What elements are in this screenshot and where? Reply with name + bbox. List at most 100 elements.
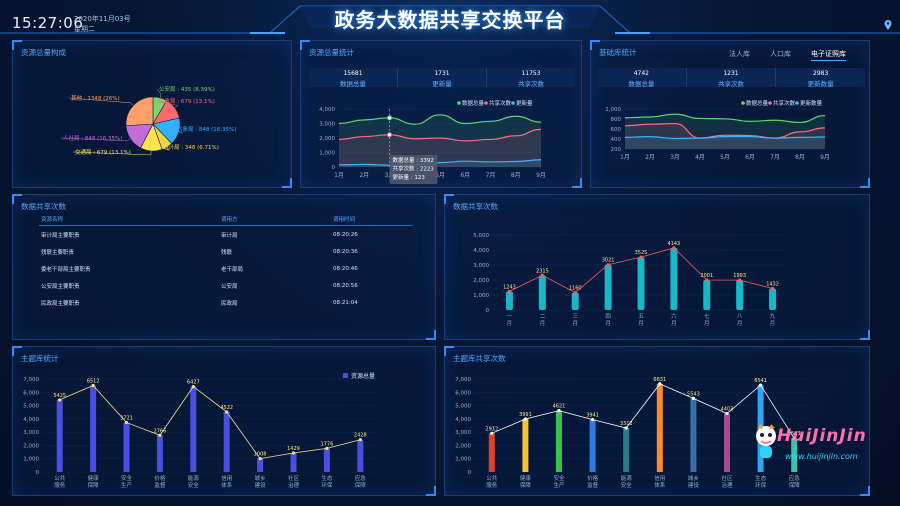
bar: [571, 292, 579, 310]
bar: [556, 410, 562, 472]
legend-marker: [768, 101, 772, 105]
table-row[interactable]: 残联主要职责 残联 08:20:36: [39, 243, 413, 260]
panel-title: 主题库统计: [21, 354, 59, 363]
pie-label: 其他 : 1348 (26%): [71, 94, 120, 102]
bar: [589, 419, 596, 472]
x-tick-label: 保障: [789, 481, 801, 489]
x-tick-label: 5月: [720, 154, 730, 161]
legend-label: 共享次数: [489, 99, 512, 107]
x-tick-label: 城乡: [688, 475, 699, 482]
bar: [703, 279, 711, 310]
bar-value-label: 6512: [87, 378, 100, 384]
y-tick-label: 4,000: [455, 417, 471, 423]
x-tick-label: 安全: [621, 481, 633, 489]
bar-value-label: 1243: [503, 284, 516, 290]
y-tick-label: 1,000: [605, 107, 621, 113]
trend-point: [591, 418, 595, 422]
pie-label: 统计局 : 348 (6.71%): [163, 143, 219, 151]
bar: [123, 422, 130, 472]
bar: [538, 275, 546, 310]
x-tick-label: 能源: [621, 474, 633, 482]
stat-update: 1731 更新量: [398, 68, 487, 88]
x-tick-label: 8月: [795, 154, 805, 161]
x-tick-label: 一: [507, 314, 513, 320]
series-area: [625, 114, 825, 149]
bar-value-label: 6541: [754, 378, 767, 384]
trend-point: [258, 457, 262, 461]
bar: [190, 386, 197, 472]
pie-chart: 公安局 : 435 (8.39%) 民政局 : 679 (13.1%) 气象局 : …: [60, 85, 236, 156]
pie-label: 气象局 : 848 (16.35%): [177, 125, 236, 133]
pie-leader-line: [174, 128, 183, 134]
x-tick-label: 3月: [670, 154, 680, 161]
bar-value-label: 3525: [635, 250, 648, 256]
bar: [156, 435, 163, 472]
stat-value: 15681: [343, 70, 363, 77]
legend-marker: [484, 101, 488, 105]
cell-resource: 公安局主要职责: [41, 283, 80, 290]
cell-resource: 审计局主要职责: [41, 232, 80, 239]
stat-total: 15681 数据总量: [309, 68, 398, 88]
bar-value-label: 2428: [354, 433, 367, 439]
page-title: 政务大数据共享交换平台: [334, 8, 566, 32]
panel-title: 数据共享次数: [453, 202, 498, 211]
x-tick-label: 信用: [654, 474, 665, 482]
x-tick-label: 生态: [755, 474, 767, 482]
tooltip-text: 数据总量 : 3392: [393, 156, 434, 164]
bar-value-label: 3941: [586, 413, 599, 419]
y-tick-label: 1,000: [319, 151, 335, 157]
trend-point: [770, 286, 775, 291]
tab-population[interactable]: 人口库: [770, 50, 791, 58]
x-tick-label: 月: [605, 320, 611, 327]
pie-label: 交通局 : 679 (13.1%): [75, 148, 131, 156]
table-header: 资源名称 调用方 调用时间: [39, 213, 413, 226]
x-tick-label: 信用: [221, 474, 232, 482]
y-tick-label: 1,000: [455, 457, 471, 463]
y-tick-label: 0: [332, 165, 336, 171]
watermark-url: www.huijinjin.com: [785, 452, 858, 461]
y-tick-label: 6,000: [455, 390, 471, 396]
x-tick-label: 保障: [355, 481, 367, 489]
tooltip-text: 更新量 : 123: [393, 173, 426, 181]
x-tick-label: 社区: [288, 474, 300, 482]
bar-value-label: 4143: [668, 241, 681, 247]
bar: [670, 247, 678, 310]
stat-share: 1231 共享次数: [686, 68, 777, 88]
bar-value-label: 1776: [321, 441, 334, 447]
y-tick-label: 4,000: [319, 107, 335, 113]
pie-leader-line: [156, 88, 162, 98]
x-tick-label: 体系: [221, 481, 233, 489]
table-row[interactable]: 委老干部局主要职责 老干部局 08:20:46: [39, 260, 413, 277]
x-tick-label: 6月: [460, 172, 470, 179]
tooltip-point: [387, 132, 392, 138]
col-resource: 资源名称: [39, 213, 219, 226]
x-tick-label: 生产: [121, 481, 133, 489]
legend-marker: [795, 101, 799, 105]
x-tick-label: 监督: [587, 481, 599, 489]
y-tick-label: 7,000: [455, 377, 471, 383]
trend-line: [491, 383, 795, 439]
table-row[interactable]: 公安局主要职责 公安局 08:20:56: [39, 277, 413, 294]
panel-resource-composition: 资源总量构成 公安局 : 435 (8.39%) 民政局 : 679 (13.1%…: [12, 40, 292, 188]
x-tick-label: 能源: [188, 474, 200, 482]
tab-e-license[interactable]: 电子证照库: [811, 49, 846, 61]
cell-resource: 民政局主要职责: [41, 300, 80, 307]
panel-title: 资源总量统计: [309, 48, 354, 57]
map-pin-icon[interactable]: [884, 20, 892, 30]
x-tick-label: 价格: [587, 474, 599, 482]
resource-line-chart: 4,0003,0002,0001,00001月2月3月4月5月6月7月8月9月数…: [319, 99, 546, 184]
cell-time: 08:20:36: [333, 248, 358, 255]
y-tick-label: 2,000: [473, 278, 489, 284]
x-tick-label: 价格: [154, 474, 166, 482]
table-row[interactable]: 审计局主要职责 审计局 08:20:26: [39, 226, 413, 244]
stat-value: 11753: [521, 70, 541, 77]
table-row[interactable]: 民政局主要职责 民政局 08:21:04: [39, 294, 413, 311]
trend-point: [759, 383, 763, 387]
share-records-table: 资源名称 调用方 调用时间 审计局主要职责 审计局 08:20:26 残联主要职责残…: [39, 213, 413, 311]
tab-legal-person[interactable]: 法人库: [729, 50, 750, 58]
trend-point: [725, 411, 729, 416]
trend-point: [225, 410, 229, 414]
x-tick-label: 月: [572, 320, 578, 327]
y-tick-label: 600: [611, 127, 622, 133]
library-tabs: 法人库 人口库 电子证照库: [729, 49, 846, 61]
